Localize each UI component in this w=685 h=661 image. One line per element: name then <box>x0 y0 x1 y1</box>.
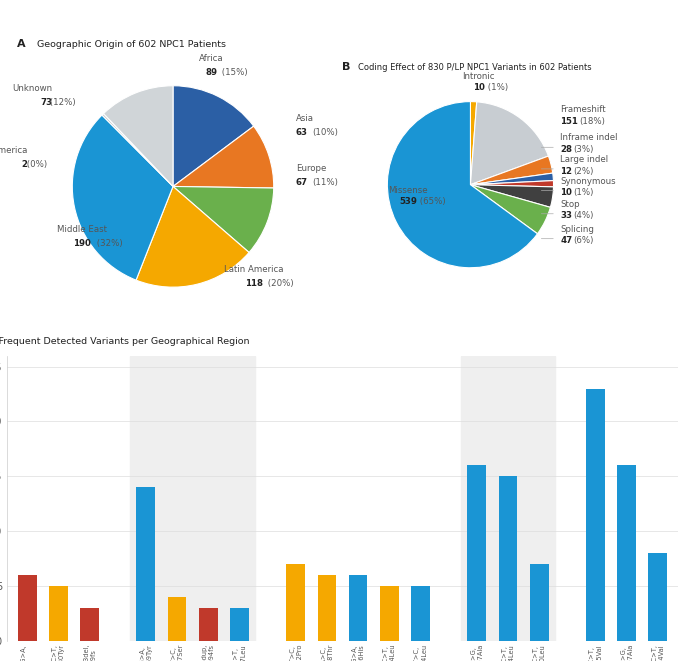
Text: (0%): (0%) <box>24 161 47 169</box>
Text: (1%): (1%) <box>573 188 594 197</box>
Text: Coding Effect of 830 P/LP NPC1 Variants in 602 Patients: Coding Effect of 830 P/LP NPC1 Variants … <box>358 63 592 72</box>
Text: 118: 118 <box>245 279 262 288</box>
Text: 33: 33 <box>560 212 572 220</box>
Text: Geographic Origin of 602 NPC1 Patients: Geographic Origin of 602 NPC1 Patients <box>37 40 226 50</box>
Text: (20%): (20%) <box>265 279 294 288</box>
Text: Unknown: Unknown <box>12 84 52 93</box>
Text: (18%): (18%) <box>579 117 605 126</box>
Text: 28: 28 <box>560 145 572 154</box>
Text: (11%): (11%) <box>312 178 338 188</box>
Wedge shape <box>471 184 550 234</box>
Bar <box>168 598 186 641</box>
Text: Africa: Africa <box>199 54 223 63</box>
Bar <box>49 586 68 641</box>
Text: (3%): (3%) <box>573 145 594 154</box>
Text: B: B <box>342 62 350 72</box>
Bar <box>199 608 218 641</box>
Text: A: A <box>17 40 25 50</box>
Text: (32%): (32%) <box>94 239 123 248</box>
Text: Large indel: Large indel <box>560 155 608 164</box>
Text: Europe: Europe <box>296 165 326 173</box>
Text: Stop: Stop <box>560 200 580 209</box>
Text: Middle East: Middle East <box>58 225 108 234</box>
Text: 151: 151 <box>560 117 578 126</box>
Wedge shape <box>471 173 553 184</box>
Bar <box>649 553 667 641</box>
Wedge shape <box>173 186 274 253</box>
Bar <box>18 575 36 641</box>
Bar <box>499 477 517 641</box>
Text: 12: 12 <box>560 167 572 176</box>
Text: 47: 47 <box>560 237 573 245</box>
Bar <box>286 564 305 641</box>
Text: (65%): (65%) <box>417 197 446 206</box>
Text: (6%): (6%) <box>573 237 594 245</box>
Text: 2: 2 <box>21 161 27 169</box>
Text: Synonymous: Synonymous <box>560 176 616 186</box>
Text: Asia: Asia <box>296 114 314 123</box>
Text: (15%): (15%) <box>219 67 248 77</box>
Bar <box>318 575 336 641</box>
Bar <box>130 356 255 641</box>
Bar <box>586 389 605 641</box>
Text: Intronic: Intronic <box>462 72 495 81</box>
Text: (12%): (12%) <box>47 98 76 107</box>
Text: (2%): (2%) <box>573 167 594 176</box>
Bar <box>467 465 486 641</box>
Bar <box>80 608 99 641</box>
Text: Most Frequent Detected Variants per Geographical Region: Most Frequent Detected Variants per Geog… <box>0 337 250 346</box>
Wedge shape <box>136 186 249 287</box>
Text: North America: North America <box>0 146 27 155</box>
Wedge shape <box>73 115 173 280</box>
Text: 63: 63 <box>296 128 308 137</box>
Text: 190: 190 <box>73 239 91 248</box>
Bar <box>349 575 367 641</box>
Text: Inframe indel: Inframe indel <box>560 134 618 142</box>
Bar <box>230 608 249 641</box>
Wedge shape <box>471 156 553 184</box>
Wedge shape <box>173 126 274 188</box>
Wedge shape <box>471 102 549 184</box>
Bar <box>530 564 549 641</box>
Text: 10: 10 <box>560 188 572 197</box>
Wedge shape <box>471 180 553 187</box>
Text: (1%): (1%) <box>486 83 508 93</box>
Text: (4%): (4%) <box>573 212 594 220</box>
Wedge shape <box>102 114 173 186</box>
Wedge shape <box>471 184 553 208</box>
Text: Splicing: Splicing <box>560 225 594 234</box>
Text: Frameshift: Frameshift <box>560 105 606 114</box>
Text: 539: 539 <box>399 197 417 206</box>
Bar <box>136 487 155 641</box>
Bar <box>411 586 430 641</box>
Bar <box>380 586 399 641</box>
Wedge shape <box>471 102 477 184</box>
Text: (10%): (10%) <box>312 128 338 137</box>
Text: 89: 89 <box>206 67 217 77</box>
Bar <box>461 356 555 641</box>
Wedge shape <box>173 86 253 186</box>
Wedge shape <box>387 102 538 268</box>
Text: Latin America: Latin America <box>224 265 284 274</box>
Text: 73: 73 <box>40 98 52 107</box>
Text: 10: 10 <box>473 83 485 93</box>
Text: Missense: Missense <box>388 186 428 194</box>
Text: 67: 67 <box>296 178 308 188</box>
Bar <box>617 465 636 641</box>
Wedge shape <box>103 86 173 186</box>
